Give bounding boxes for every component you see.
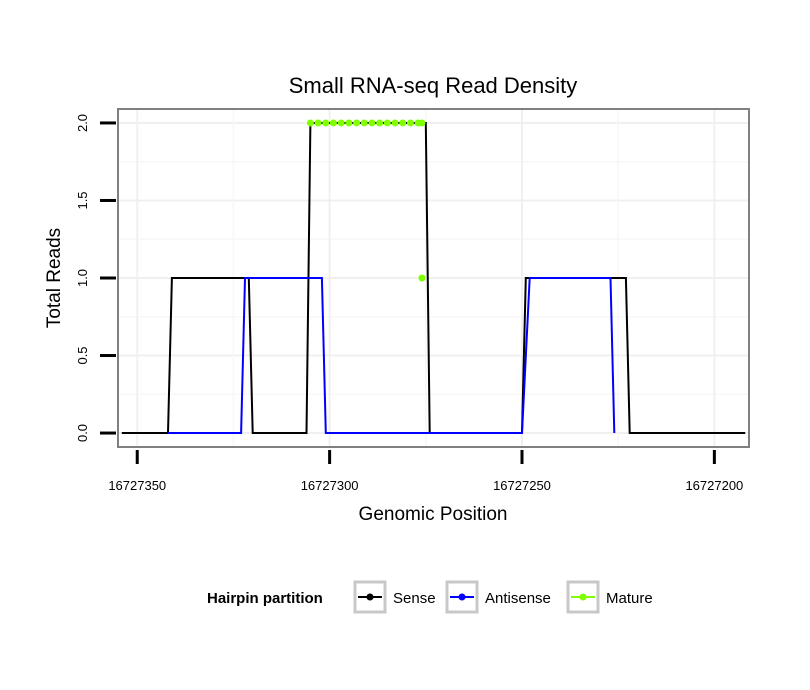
mature-point xyxy=(353,119,361,127)
mature-point xyxy=(376,119,384,127)
series-layer xyxy=(121,119,746,434)
legend-key-point xyxy=(579,593,587,601)
series-antisense xyxy=(168,277,616,434)
mature-point xyxy=(329,119,337,127)
plot-border xyxy=(117,108,750,448)
legend-key-point xyxy=(458,593,466,601)
series-mature xyxy=(306,119,426,282)
mature-point xyxy=(360,119,368,127)
mature-point xyxy=(418,274,426,282)
mature-point xyxy=(368,119,376,127)
legend-label: Antisense xyxy=(485,590,551,607)
y-tick-label: 0.5 xyxy=(75,346,90,364)
x-tick-label: 16727300 xyxy=(301,478,359,493)
x-tick-label: 16727200 xyxy=(685,478,743,493)
legend: Hairpin partition Sense Antisense Mature xyxy=(207,580,653,614)
legend-item-antisense: Antisense xyxy=(445,580,551,614)
y-axis-title: Total Reads xyxy=(44,228,65,328)
x-axis-title: Genomic Position xyxy=(359,504,508,525)
mature-point xyxy=(406,119,414,127)
mature-point xyxy=(314,119,322,127)
y-tick-label: 0.0 xyxy=(75,424,90,442)
mature-point xyxy=(391,119,399,127)
x-tick-label: 16727350 xyxy=(108,478,166,493)
mature-point xyxy=(306,119,314,127)
x-axis: 16727350 16727300 16727250 16727200 xyxy=(108,450,743,493)
x-tick-label: 16727250 xyxy=(493,478,551,493)
mature-point xyxy=(337,119,345,127)
y-tick-label: 2.0 xyxy=(75,114,90,132)
y-tick-label: 1.5 xyxy=(75,191,90,209)
legend-label: Mature xyxy=(606,590,653,607)
mature-point xyxy=(345,119,353,127)
legend-item-mature: Mature xyxy=(566,580,653,614)
antisense-line xyxy=(168,277,616,434)
mature-point xyxy=(399,119,407,127)
legend-item-sense: Sense xyxy=(353,580,436,614)
mature-point xyxy=(383,119,391,127)
mature-point xyxy=(322,119,330,127)
legend-label: Sense xyxy=(393,590,436,607)
legend-key-point xyxy=(366,593,374,601)
mature-point xyxy=(418,119,426,127)
y-axis: 0.0 0.5 1.0 1.5 2.0 xyxy=(75,114,116,442)
y-tick-label: 1.0 xyxy=(75,269,90,287)
legend-title: Hairpin partition xyxy=(207,590,323,607)
chart-title: Small RNA-seq Read Density xyxy=(289,73,578,98)
